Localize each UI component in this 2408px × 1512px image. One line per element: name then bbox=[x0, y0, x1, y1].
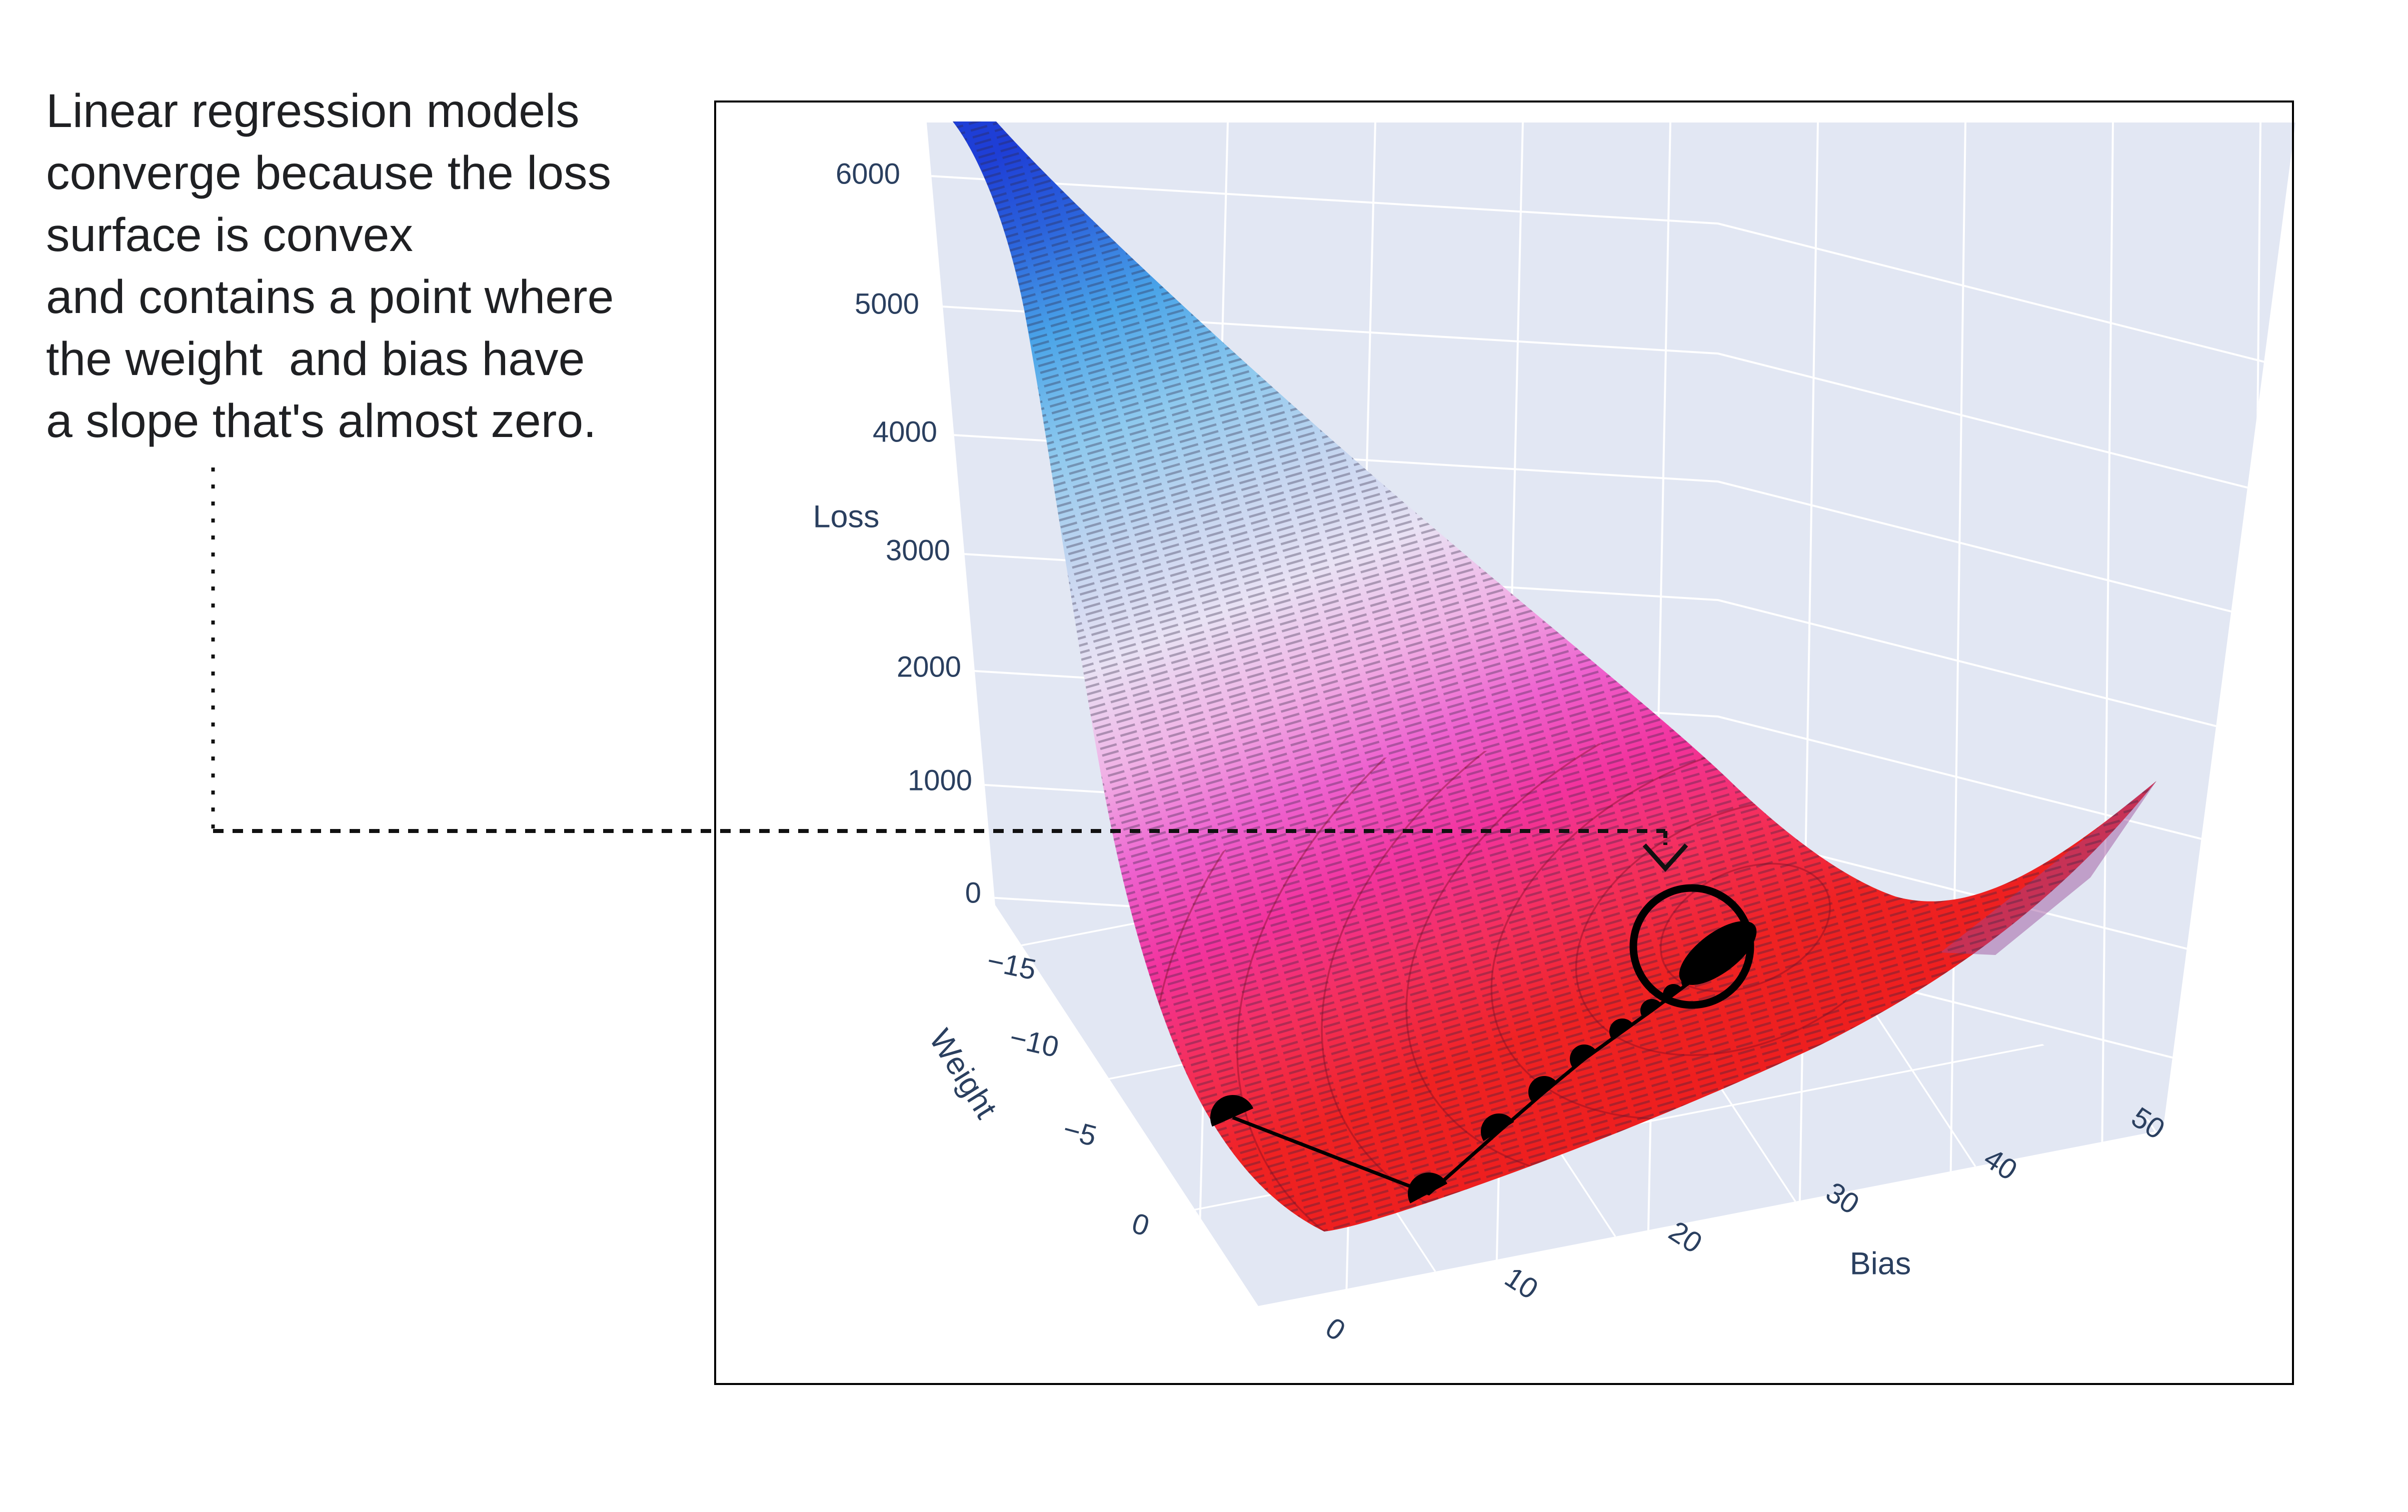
loss-tick: 1000 bbox=[908, 764, 972, 796]
loss-tick: 0 bbox=[965, 876, 981, 909]
gradient-descent-path bbox=[1210, 921, 1757, 1204]
surface-hatching bbox=[953, 122, 2156, 1232]
convergence-blob bbox=[1679, 921, 1757, 985]
loss-tick: 3000 bbox=[886, 534, 950, 566]
minimum-circle-marker bbox=[1629, 884, 1754, 1009]
caption-text: Linear regression models converge becaus… bbox=[46, 80, 746, 452]
bias-axis-title: Bias bbox=[1850, 1246, 1911, 1282]
loss-tick: 2000 bbox=[897, 650, 961, 683]
caption-line: surface is convex bbox=[46, 208, 413, 262]
loss-tick: 5000 bbox=[855, 288, 919, 320]
caption-line: converge because the loss bbox=[46, 146, 612, 200]
loss-axis-title: Loss bbox=[813, 500, 879, 534]
caption-leader-line bbox=[211, 468, 1688, 872]
descent-dots bbox=[1210, 946, 1734, 1204]
loss-tick: 6000 bbox=[836, 158, 900, 190]
caption-line: the weight and bias have bbox=[46, 332, 585, 386]
caption-line: a slope that's almost zero. bbox=[46, 394, 597, 448]
caption-line: Linear regression models bbox=[46, 84, 580, 138]
plot-border bbox=[714, 100, 2294, 1385]
caption-line: and contains a point where bbox=[46, 270, 614, 324]
loss-axis: 6000 5000 4000 3000 2000 1000 0 Loss bbox=[813, 158, 981, 909]
loss-tick: 4000 bbox=[873, 416, 937, 448]
arrowhead-icon bbox=[1642, 844, 1688, 872]
